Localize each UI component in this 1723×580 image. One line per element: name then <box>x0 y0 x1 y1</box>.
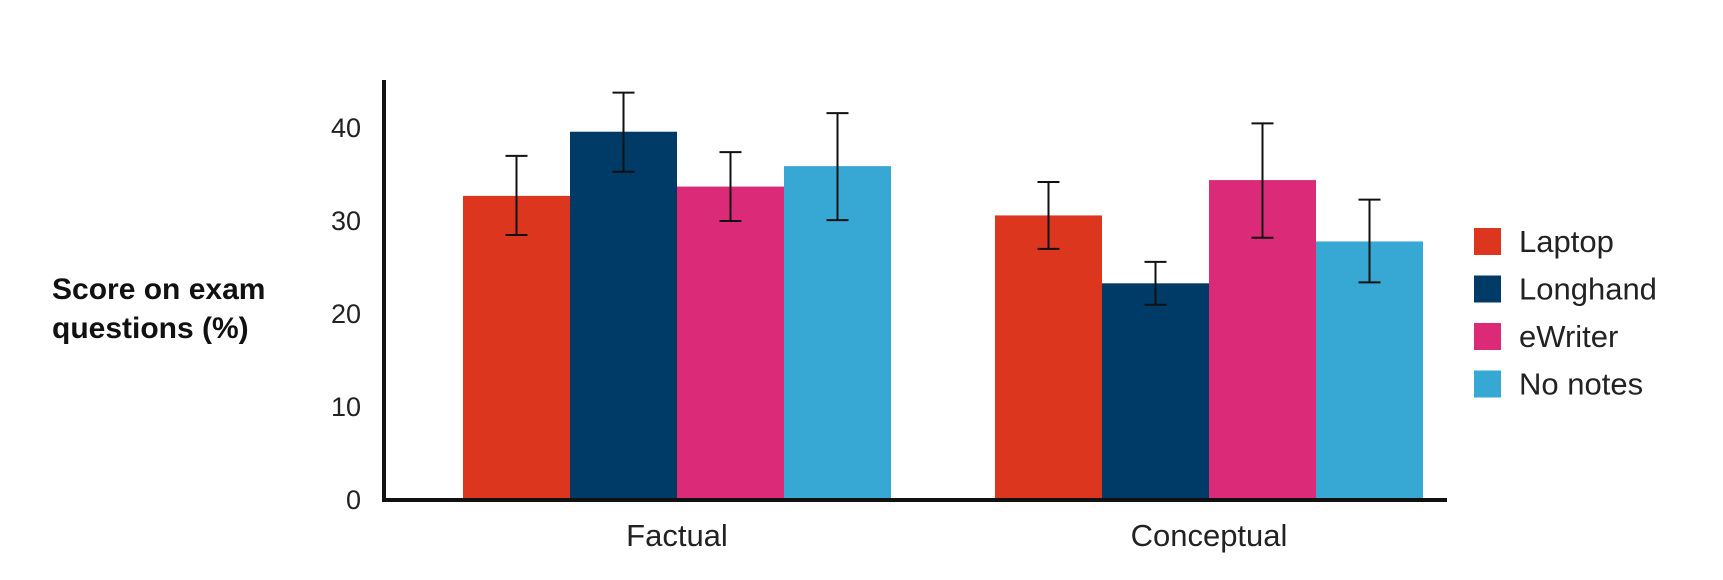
y-tick-label: 10 <box>331 392 361 422</box>
bar <box>463 195 570 500</box>
legend-swatch <box>1474 275 1501 303</box>
legend-item: eWriter <box>1474 319 1618 354</box>
y-tick-label: 20 <box>331 299 361 329</box>
error-bar <box>1358 198 1381 284</box>
bar <box>784 166 891 500</box>
y-axis-title: Score on exam questions (%) <box>52 273 265 345</box>
legend-item: No notes <box>1474 367 1643 402</box>
plot-area: 0 10 20 30 40 Factual Conceptual <box>331 80 1447 553</box>
error-bar <box>826 112 849 222</box>
legend-swatch <box>1474 323 1501 350</box>
y-tick-label: 30 <box>331 206 361 236</box>
legend-swatch <box>1474 370 1501 398</box>
bar <box>1102 283 1209 500</box>
legend-label: Longhand <box>1519 272 1657 307</box>
bar <box>995 215 1102 501</box>
legend-item: Longhand <box>1474 272 1657 307</box>
y-axis-title-line-1: Score on exam <box>52 273 265 306</box>
y-axis-title-line-2: questions (%) <box>52 312 249 345</box>
legend-label: No notes <box>1519 367 1643 402</box>
error-bar <box>612 91 635 173</box>
bar <box>570 131 677 500</box>
x-category-label: Conceptual <box>1131 518 1288 553</box>
error-bar <box>719 151 742 222</box>
legend-swatch <box>1474 228 1501 255</box>
bar <box>677 186 784 500</box>
legend: Laptop Longhand eWriter No notes <box>1474 224 1657 402</box>
y-tick-label: 0 <box>346 485 361 515</box>
y-tick-label: 40 <box>331 113 361 143</box>
error-bar <box>1251 122 1274 239</box>
legend-label: eWriter <box>1519 319 1618 354</box>
error-bar <box>505 154 528 236</box>
bar <box>1316 241 1423 500</box>
error-bar <box>1037 180 1060 250</box>
error-bar <box>1144 260 1167 306</box>
legend-label: Laptop <box>1519 224 1614 259</box>
x-category-label: Factual <box>626 518 728 553</box>
legend-item: Laptop <box>1474 224 1614 259</box>
